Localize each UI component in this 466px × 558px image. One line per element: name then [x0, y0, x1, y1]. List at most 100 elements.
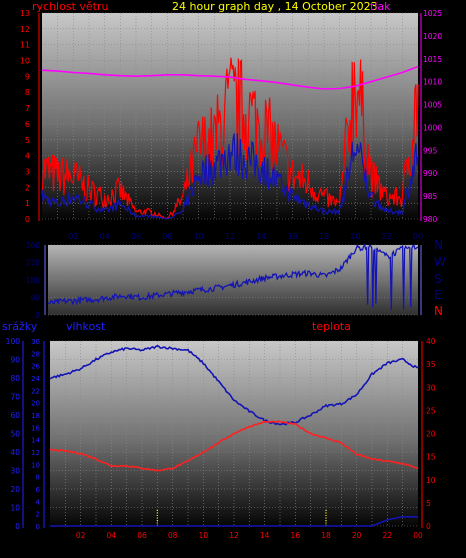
direction-axis-ticks: 0 90 180 270 360 [26, 241, 422, 320]
humidity-x-tick-label: 12 [229, 531, 239, 540]
rain-tick-label: 16 [31, 424, 40, 432]
humidity-tick-label: 50 [10, 430, 20, 439]
pressure-tick-label: 995 [423, 146, 438, 155]
temperature-tick-label: 0 [426, 522, 431, 531]
temperature-tick-label: 35 [426, 360, 436, 369]
direction-series [47, 243, 419, 310]
humidity-x-tick-label: 00 [413, 531, 423, 540]
humidity-tick-label: 40 [10, 448, 20, 457]
wind-x-tick-label: 10 [194, 232, 204, 241]
humidity-tick-label: 100 [6, 337, 21, 346]
wind-x-tick-label: 06 [131, 232, 141, 241]
direction-tick-label: 270 [26, 259, 41, 268]
humidity-x-tick-label: 02 [76, 531, 86, 540]
direction-plot-area [48, 245, 418, 315]
humidity-tick-label: 70 [10, 393, 20, 402]
humidity-x-tick-label: 20 [352, 531, 362, 540]
pressure-line [41, 65, 419, 90]
label-temperature: teplota [312, 320, 351, 333]
pressure-tick-label: 1010 [423, 78, 442, 87]
wind-x-tick-label: 16 [288, 232, 298, 241]
pressure-tick-label: 1020 [423, 32, 442, 41]
temperature-line [49, 420, 419, 472]
temperature-tick-label: 25 [426, 406, 436, 415]
wind-x-tick-label: 04 [100, 232, 110, 241]
humidity-temperature-series [49, 344, 419, 527]
wind-x-tick-label: 14 [256, 232, 266, 241]
wind-tick-label: 9 [25, 72, 30, 81]
rain-tick-label: 30 [31, 338, 40, 346]
direction-line [47, 243, 419, 310]
temperature-tick-label: 15 [426, 453, 436, 462]
chart-title: 24 hour graph day , 14 October 2023 [172, 0, 378, 13]
label-humidity: vlhkost [66, 320, 106, 333]
humidity-line [49, 344, 419, 426]
wind-average-line [41, 133, 419, 220]
rain-tick-label: 14 [31, 437, 40, 445]
rain-tick-label: 24 [31, 375, 40, 383]
pressure-tick-label: 1000 [423, 123, 442, 132]
wind-tick-label: 10 [20, 57, 30, 66]
wind-tick-label: 5 [25, 136, 30, 145]
humidity-x-tick-label: 06 [137, 531, 147, 540]
wind-tick-label: 13 [20, 9, 30, 18]
rain-tick-label: 10 [31, 461, 40, 469]
humidity-tick-label: 0 [15, 522, 20, 531]
rain-tick-label: 8 [36, 474, 40, 482]
wind-tick-label: 8 [25, 88, 30, 97]
pressure-tick-label: 1005 [423, 101, 442, 110]
humidity-tick-label: 20 [10, 485, 20, 494]
wind-gust-line [41, 57, 419, 220]
rain-tick-label: 12 [31, 449, 40, 457]
humidity-tick-label: 90 [10, 356, 20, 365]
wind-x-tick-label: 20 [350, 232, 360, 241]
direction-tick-label: 90 [30, 294, 40, 303]
wind-tick-label: 2 [25, 183, 30, 192]
humidity-grid [50, 340, 418, 527]
humidity-x-tick-label: 08 [168, 531, 178, 540]
humidity-tick-label: 30 [10, 467, 20, 476]
temperature-tick-label: 10 [426, 476, 436, 485]
humidity-x-tick-label: 16 [291, 531, 301, 540]
wind-tick-label: 7 [25, 104, 30, 113]
wind-tick-label: 4 [25, 152, 30, 161]
temperature-tick-label: 5 [426, 499, 431, 508]
rain-tick-label: 28 [31, 350, 40, 358]
humidity-x-tick-label: 18 [321, 531, 331, 540]
wind-tick-label: 1 [25, 199, 30, 208]
wind-axis-ticks: 0123456789101112139809859909951000100510… [20, 9, 443, 241]
wind-tick-label: 12 [20, 25, 30, 34]
humidity-tick-label: 60 [10, 411, 20, 420]
rain-tick-label: 6 [36, 486, 41, 494]
compass-e: E [434, 288, 442, 302]
temperature-tick-label: 40 [426, 337, 436, 346]
wind-x-tick-label: 02 [68, 232, 78, 241]
compass-n-bottom: N [434, 304, 443, 318]
wind-x-tick-label: 22 [382, 232, 392, 241]
compass-n-top: N [434, 238, 443, 252]
wind-x-tick-label: 08 [162, 232, 172, 241]
humidity-tick-label: 10 [10, 504, 20, 513]
humidity-x-tick-label: 10 [199, 531, 209, 540]
wind-series [41, 57, 419, 220]
compass-s: S [434, 272, 442, 286]
rain-tick-label: 2 [36, 511, 40, 519]
humidity-x-tick-label: 22 [383, 531, 393, 540]
direction-tick-label: 360 [26, 241, 41, 250]
humidity-x-tick-label: 14 [260, 531, 270, 540]
direction-tick-label: 180 [26, 276, 41, 285]
direction-tick-label: 0 [35, 311, 40, 320]
pressure-tick-label: 980 [423, 215, 438, 224]
rain-tick-label: 20 [31, 400, 40, 408]
pressure-tick-label: 990 [423, 169, 438, 178]
label-rain: srážky [2, 320, 38, 333]
wind-x-tick-label: 18 [319, 232, 329, 241]
rain-line [50, 516, 418, 527]
compass-w: W [434, 255, 446, 269]
humidity-axis-ticks: 0102030405060708090100024681012141618202… [6, 337, 436, 540]
wind-tick-label: 11 [20, 41, 30, 50]
pressure-tick-label: 1015 [423, 55, 442, 64]
pressure-tick-label: 1025 [423, 9, 442, 18]
wind-tick-label: 0 [25, 215, 30, 224]
